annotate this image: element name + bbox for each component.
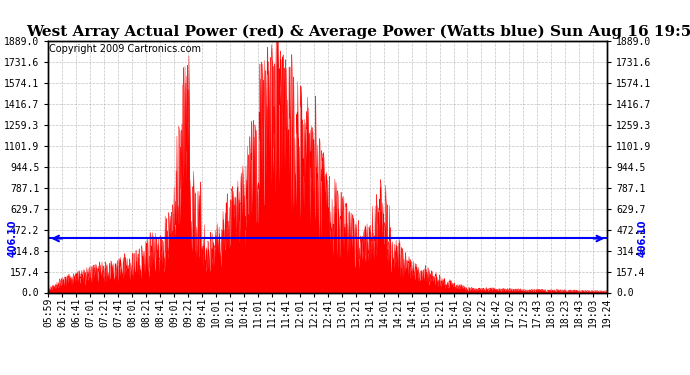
- Text: Copyright 2009 Cartronics.com: Copyright 2009 Cartronics.com: [50, 44, 201, 54]
- Text: 406.10: 406.10: [638, 220, 648, 257]
- Text: West Array Actual Power (red) & Average Power (Watts blue) Sun Aug 16 19:52: West Array Actual Power (red) & Average …: [26, 24, 690, 39]
- Text: 406.10: 406.10: [8, 220, 17, 257]
